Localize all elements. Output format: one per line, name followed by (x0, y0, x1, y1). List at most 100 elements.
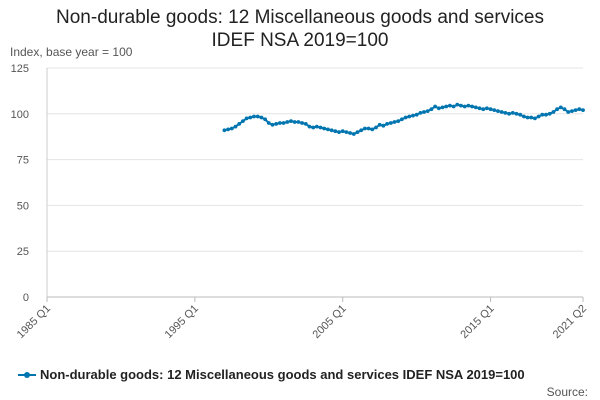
data-point (529, 115, 534, 120)
data-point (581, 108, 585, 112)
data-point (455, 102, 460, 107)
data-point (510, 111, 515, 115)
data-point (518, 112, 523, 117)
y-axis-label: Index, base year = 100 (10, 45, 133, 59)
data-point (322, 126, 327, 131)
data-point (296, 120, 301, 124)
data-point (259, 115, 264, 120)
data-point (477, 106, 482, 111)
data-point (544, 112, 548, 117)
data-point (499, 110, 504, 114)
data-point (403, 115, 408, 120)
data-point (222, 128, 227, 133)
data-point (329, 128, 334, 133)
data-point (351, 132, 356, 136)
data-point (466, 103, 471, 108)
chart-title-line2: IDEF NSA 2019=100 (211, 30, 389, 51)
data-point (562, 107, 567, 112)
data-point (440, 105, 445, 110)
data-point (233, 124, 238, 129)
data-point (488, 107, 493, 112)
data-point (451, 104, 456, 109)
data-point (573, 108, 578, 112)
data-point (422, 110, 426, 114)
data-point (370, 127, 375, 132)
data-point (241, 119, 245, 123)
legend[interactable]: Non-durable goods: 12 Miscellaneous good… (18, 367, 525, 382)
data-point (270, 122, 275, 127)
data-point (533, 116, 537, 121)
data-point (388, 121, 393, 125)
data-point (522, 114, 526, 119)
data-point (473, 105, 478, 110)
data-point (281, 121, 286, 125)
data-point (289, 119, 293, 123)
data-point (340, 129, 345, 134)
y-tick-label: 75 (17, 155, 29, 167)
data-point (411, 113, 415, 118)
data-point (414, 112, 419, 117)
x-tick-label: 2005 Q1 (311, 303, 349, 341)
data-point (547, 111, 552, 116)
chart-title-line1: Non-durable goods: 12 Miscellaneous good… (56, 7, 544, 28)
source-label: Source: (546, 385, 588, 399)
data-point (303, 122, 308, 126)
data-point (448, 103, 452, 108)
data-point (485, 106, 489, 111)
data-point (255, 114, 260, 119)
data-point (444, 104, 449, 109)
data-point (459, 103, 463, 108)
data-point (496, 109, 500, 113)
data-point (481, 107, 486, 112)
y-tick-label: 25 (17, 246, 29, 258)
data-point (400, 117, 404, 122)
legend-label: Non-durable goods: 12 Miscellaneous good… (40, 367, 525, 382)
x-tick-label: 1985 Q1 (15, 303, 53, 341)
data-point (507, 111, 511, 116)
data-point (555, 107, 559, 112)
data-point (407, 114, 412, 119)
data-point (566, 110, 571, 114)
data-point (363, 126, 367, 131)
data-point (226, 127, 231, 132)
data-point (314, 124, 319, 129)
data-point (244, 116, 249, 121)
data-point (348, 131, 352, 135)
data-point (425, 109, 430, 113)
data-point (248, 115, 253, 120)
data-point (307, 124, 312, 129)
data-point (326, 127, 330, 132)
data-point (229, 126, 234, 131)
data-point (278, 121, 282, 125)
data-point (577, 107, 582, 112)
x-tick-label: 2015 Q1 (458, 303, 496, 341)
data-point (392, 120, 397, 124)
data-point (344, 130, 349, 135)
data-point (300, 121, 304, 125)
data-point (359, 128, 364, 133)
y-tick-label: 125 (11, 63, 29, 75)
data-point (470, 104, 474, 109)
x-tick-label: 2021 Q2 (551, 303, 589, 341)
data-point (433, 104, 437, 109)
data-point (525, 115, 530, 120)
data-point (503, 111, 508, 115)
data-point (536, 114, 541, 119)
data-point (492, 108, 497, 112)
data-point (285, 120, 290, 124)
data-point (311, 125, 316, 130)
data-point (551, 110, 556, 114)
data-point (274, 122, 279, 126)
data-point (318, 125, 323, 130)
x-tick-label: 1995 Q1 (163, 303, 201, 341)
legend-line-marker-icon (18, 369, 36, 381)
data-point (337, 130, 341, 135)
data-point (266, 121, 271, 125)
y-tick-label: 100 (11, 109, 29, 121)
data-point (429, 107, 434, 112)
data-point (366, 126, 371, 131)
data-point (381, 123, 386, 128)
data-point (292, 120, 297, 124)
data-point (237, 122, 242, 126)
